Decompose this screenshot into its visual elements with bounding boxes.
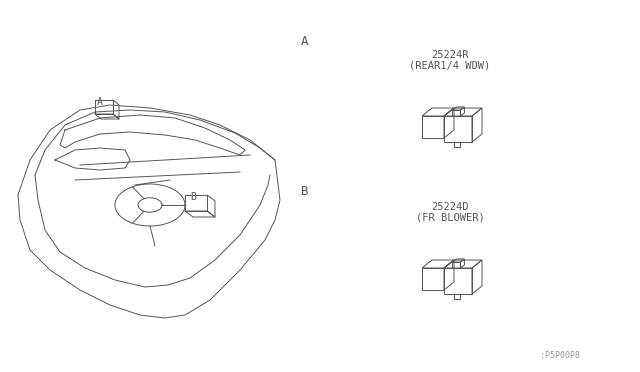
Text: B: B	[301, 185, 308, 198]
Text: A: A	[301, 35, 308, 48]
Text: B: B	[190, 192, 196, 202]
Text: 25224R: 25224R	[431, 50, 468, 60]
Text: :P5P00P8: :P5P00P8	[540, 351, 580, 360]
Text: A: A	[97, 97, 103, 107]
Text: 25224D: 25224D	[431, 202, 468, 212]
Text: (FR BLOWER): (FR BLOWER)	[415, 212, 484, 222]
Text: (REAR1/4 WDW): (REAR1/4 WDW)	[410, 60, 491, 70]
